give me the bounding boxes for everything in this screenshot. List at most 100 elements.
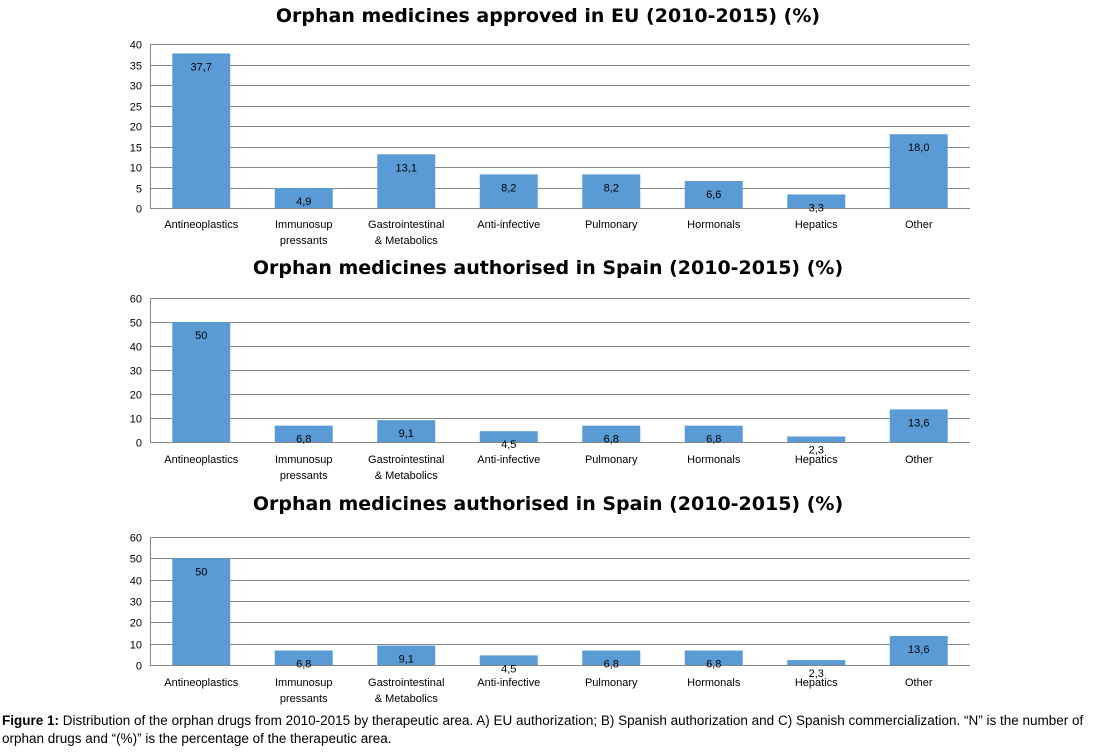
- bar: [377, 154, 436, 208]
- x-tick-label: Other: [905, 677, 933, 689]
- x-tick-label: Antineoplastics: [164, 454, 238, 466]
- data-label: 4,5: [501, 439, 516, 451]
- bar: [889, 409, 948, 442]
- x-tick-label: pressants: [280, 235, 328, 247]
- x-tick-label: Hepatics: [795, 219, 838, 231]
- bar: [787, 660, 846, 665]
- x-tick-label: Immunosup: [275, 454, 332, 466]
- x-tick-label: Hormonals: [687, 219, 741, 231]
- data-label: 6,8: [604, 434, 619, 446]
- data-label: 13,1: [396, 162, 417, 174]
- x-tick-label: Antineoplastics: [164, 677, 238, 689]
- x-tick-label: Hepatics: [795, 677, 838, 689]
- bar: [274, 425, 333, 442]
- bar: [582, 174, 641, 208]
- x-tick-label: Pulmonary: [585, 219, 638, 231]
- data-label: 18,0: [908, 142, 929, 154]
- x-tick-label: Hormonals: [687, 677, 741, 689]
- x-tick-label: Anti-infective: [477, 677, 540, 689]
- data-label: 6,6: [706, 189, 721, 201]
- bar: [582, 650, 641, 665]
- bar: [172, 322, 231, 442]
- x-tick-label: pressants: [280, 693, 328, 705]
- y-tick-label: 15: [130, 143, 142, 155]
- data-label: 37,7: [191, 61, 212, 73]
- y-tick-label: 30: [130, 597, 142, 609]
- x-tick-label: Antineoplastics: [164, 219, 238, 231]
- bar: [684, 425, 743, 442]
- bar: [889, 134, 948, 208]
- data-label: 6,8: [706, 434, 721, 446]
- y-tick-label: 60: [130, 533, 142, 545]
- bar: [684, 180, 743, 208]
- chart-title: Orphan medicines authorised in Spain (20…: [252, 257, 844, 279]
- chart-plot: 0 5 10 15 20 25 30 35 40 37,7 Antineoplastics 4,9 Im…: [130, 40, 970, 247]
- caption-text: Distribution of the orphan drugs from 20…: [2, 713, 1084, 746]
- y-tick-label: 20: [130, 122, 142, 134]
- chart-plot: 0 10 20 30 40 50 60 50 Antineoplastics 6,8 Immunos…: [130, 533, 970, 705]
- bar: [684, 650, 743, 665]
- y-tick-label: 40: [130, 40, 142, 52]
- x-tick-label: Anti-infective: [477, 219, 540, 231]
- data-label: 8,2: [501, 182, 516, 194]
- x-tick-label: Pulmonary: [585, 454, 638, 466]
- x-tick-label: Immunosup: [275, 677, 332, 689]
- y-tick-label: 10: [130, 163, 142, 175]
- figure-label: Figure 1:: [2, 713, 60, 728]
- data-label: 6,8: [296, 434, 311, 446]
- x-tick-label: Immunosup: [275, 219, 332, 231]
- chart-title: Orphan medicines approved in EU (2010-20…: [275, 5, 821, 27]
- y-tick-label: 10: [130, 414, 142, 426]
- x-tick-label: & Metabolics: [375, 470, 438, 482]
- chart-plot: 0 10 20 30 40 50 60 50 Antineoplastics 6,8 Immunos…: [130, 294, 970, 482]
- x-tick-label: & Metabolics: [375, 693, 438, 705]
- bar: [889, 635, 948, 665]
- y-tick-label: 40: [130, 342, 142, 354]
- y-tick-label: 20: [130, 390, 142, 402]
- data-label: 9,1: [399, 654, 414, 666]
- y-tick-label: 0: [136, 661, 142, 673]
- data-label: 6,8: [604, 658, 619, 670]
- bar: [479, 655, 538, 665]
- x-tick-label: Other: [905, 454, 933, 466]
- y-tick-label: 25: [130, 102, 142, 114]
- x-tick-label: Pulmonary: [585, 677, 638, 689]
- data-label: 8,2: [604, 182, 619, 194]
- data-label: 4,9: [296, 196, 311, 208]
- data-label: 2,3: [809, 444, 824, 456]
- x-tick-label: Gastrointestinal: [368, 454, 444, 466]
- data-label: 50: [195, 566, 207, 578]
- y-tick-label: 50: [130, 554, 142, 566]
- y-tick-label: 10: [130, 640, 142, 652]
- bar: [479, 174, 538, 208]
- data-label: 13,6: [908, 644, 929, 656]
- x-tick-label: Hormonals: [687, 454, 741, 466]
- x-tick-label: Anti-infective: [477, 454, 540, 466]
- y-tick-label: 30: [130, 81, 142, 93]
- y-tick-label: 50: [130, 318, 142, 330]
- bar: [377, 645, 436, 665]
- chart-title: Orphan medicines authorised in Spain (20…: [252, 493, 844, 515]
- x-tick-label: Gastrointestinal: [368, 677, 444, 689]
- y-tick-label: 35: [130, 61, 142, 73]
- data-label: 50: [195, 330, 207, 342]
- y-tick-label: 40: [130, 576, 142, 588]
- y-tick-label: 5: [136, 184, 142, 196]
- bar: [172, 53, 231, 209]
- bar: [274, 187, 333, 208]
- y-tick-label: 20: [130, 618, 142, 630]
- bar: [274, 650, 333, 665]
- data-label: 2,3: [809, 668, 824, 680]
- bar: [787, 436, 846, 442]
- x-tick-label: Hepatics: [795, 454, 838, 466]
- y-tick-label: 0: [136, 204, 142, 216]
- x-tick-label: Other: [905, 219, 933, 231]
- data-label: 6,8: [706, 658, 721, 670]
- bar: [172, 558, 231, 665]
- x-tick-label: Gastrointestinal: [368, 219, 444, 231]
- data-label: 3,3: [809, 202, 824, 214]
- bar: [582, 425, 641, 442]
- y-tick-label: 0: [136, 438, 142, 450]
- x-tick-label: & Metabolics: [375, 235, 438, 247]
- bar: [787, 194, 846, 208]
